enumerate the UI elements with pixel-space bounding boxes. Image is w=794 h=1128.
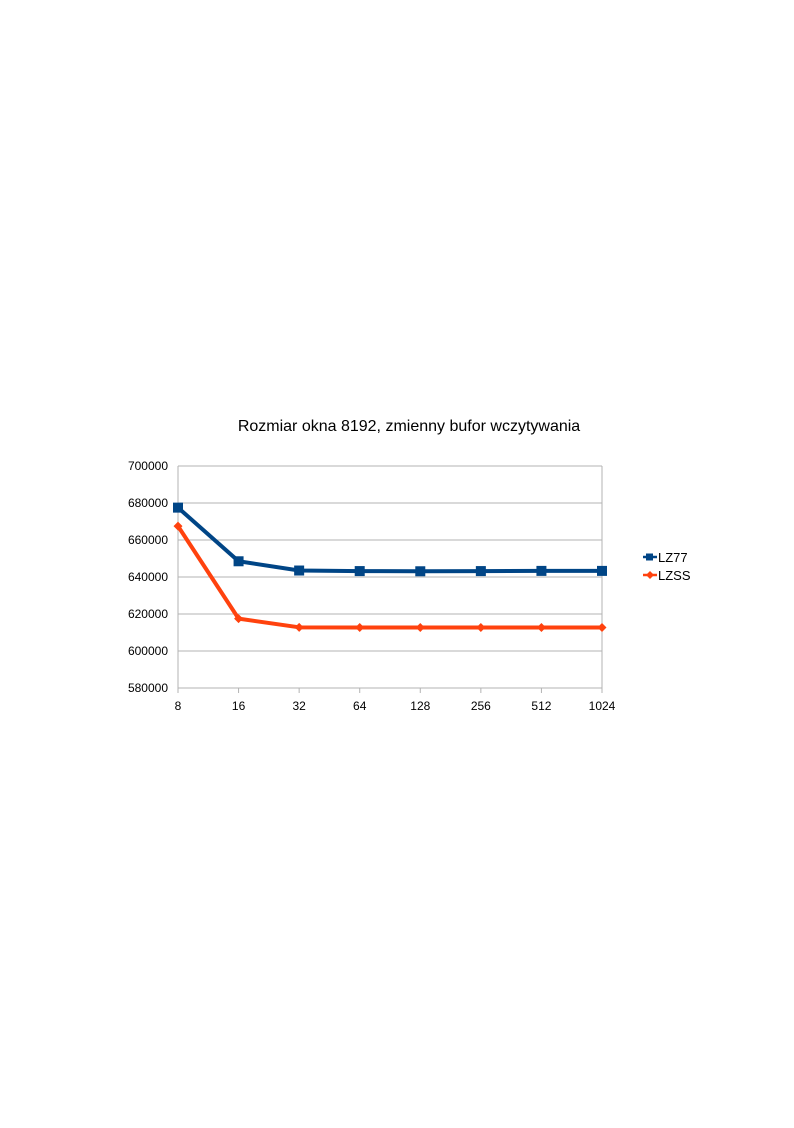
series-lzss (173, 521, 607, 633)
data-point (415, 566, 426, 577)
x-tick-label: 32 (292, 699, 306, 713)
data-point (354, 566, 365, 577)
data-point (536, 623, 546, 633)
data-point (173, 502, 183, 513)
legend-marker (646, 553, 653, 561)
chart-title: Rozmiar okna 8192, zmienny bufor wczytyw… (238, 418, 580, 435)
y-tick-label: 660000 (128, 533, 168, 547)
data-point (234, 614, 244, 624)
data-point (294, 565, 305, 576)
data-point (173, 521, 183, 531)
legend-item-lz77: LZ77 (643, 550, 688, 565)
series-line (176, 506, 602, 574)
legend-label: LZSS (658, 568, 691, 583)
data-point (355, 623, 365, 633)
series-lz77 (173, 502, 607, 577)
axes: 580000 600000 620000 640000 660000 680000 7000… (128, 459, 616, 713)
data-point (597, 565, 607, 576)
x-tick-label: 64 (353, 699, 367, 713)
x-tick-label: 128 (410, 699, 430, 713)
data-point (233, 556, 244, 567)
data-point (475, 566, 486, 577)
x-tick-label: 512 (531, 699, 551, 713)
data-point (536, 565, 547, 576)
grid (178, 465, 603, 689)
y-tick-label: 580000 (128, 681, 168, 695)
data-point (294, 622, 304, 632)
y-tick-label: 620000 (128, 607, 168, 621)
legend-item-lzss: LZSS (643, 568, 691, 583)
y-tick-label: 700000 (128, 459, 168, 473)
x-tick-label: 256 (471, 699, 491, 713)
x-tick-label: 16 (232, 699, 246, 713)
series (173, 502, 607, 633)
legend-label: LZ77 (658, 550, 688, 565)
series-line (176, 525, 602, 630)
data-point (415, 623, 425, 633)
y-tick-label: 600000 (128, 644, 168, 658)
legend-marker (646, 571, 654, 579)
x-tick-label: 1024 (589, 699, 616, 713)
data-point (597, 623, 607, 633)
data-point (476, 623, 486, 633)
y-tick-label: 640000 (128, 570, 168, 584)
y-tick-label: 680000 (128, 496, 168, 510)
legend: LZ77 LZSS (643, 550, 691, 583)
x-tick-label: 8 (175, 699, 182, 713)
